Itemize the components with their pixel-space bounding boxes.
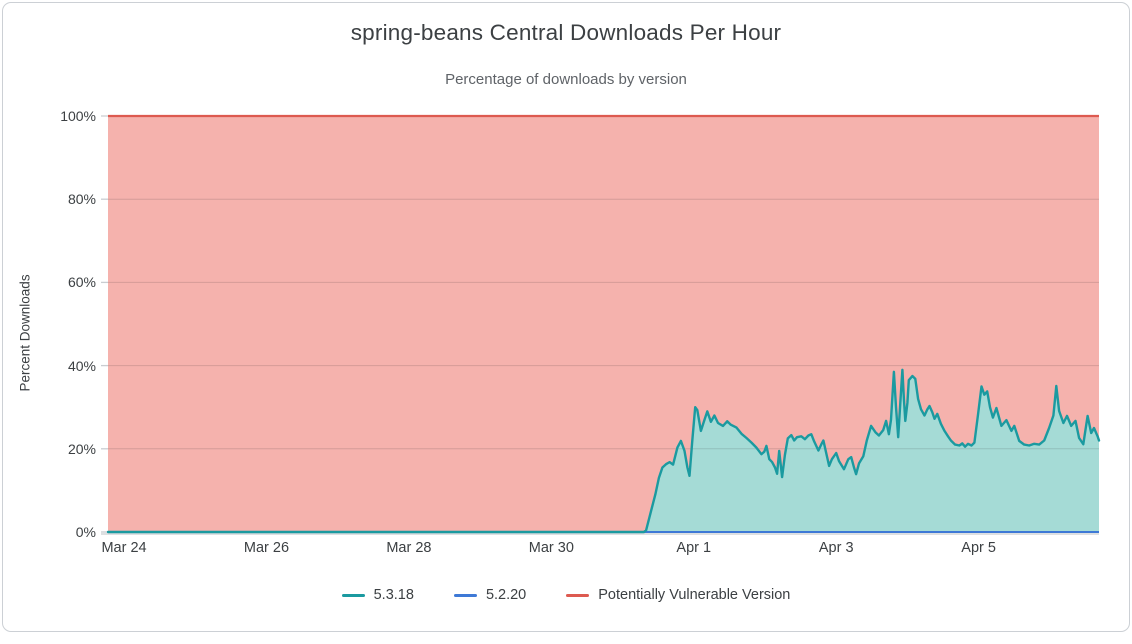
legend-label: Potentially Vulnerable Version xyxy=(598,587,791,603)
legend-item-5-3-18[interactable]: 5.3.18 xyxy=(341,587,414,603)
legend-label: 5.2.20 xyxy=(485,587,527,603)
y-tick-label: 20% xyxy=(67,440,96,457)
plot-area[interactable] xyxy=(100,108,1101,538)
y-tick-label: 40% xyxy=(67,357,96,374)
y-tick-label: 100% xyxy=(60,108,96,124)
legend-label: 5.3.18 xyxy=(373,587,414,603)
x-tick-label: Apr 3 xyxy=(818,540,854,556)
y-tick-label: 60% xyxy=(67,274,96,291)
legend: 5.3.18 5.2.20 Potentially Vulnerable Versi… xyxy=(3,587,1129,603)
x-tick-label: Apr 1 xyxy=(676,540,712,556)
chart-card: spring-beans Central Downloads Per Hour … xyxy=(2,2,1130,632)
chart-title: spring-beans Central Downloads Per Hour xyxy=(350,20,782,45)
x-tick-label: Mar 28 xyxy=(386,540,432,556)
series-5318-line xyxy=(106,368,1101,534)
series-5318-fill xyxy=(108,369,1099,532)
y-axis-title: Percent Downloads xyxy=(17,274,33,392)
x-tick-label: Mar 30 xyxy=(528,540,574,556)
y-tick-label: 80% xyxy=(67,191,96,208)
chart-subtitle: Percentage of downloads by version xyxy=(445,71,687,88)
x-tick-label: Mar 24 xyxy=(101,540,147,556)
legend-swatch-icon xyxy=(341,593,365,597)
x-tick-label: Mar 26 xyxy=(243,540,290,556)
legend-item-5-2-20[interactable]: 5.2.20 xyxy=(453,587,527,603)
x-tick-label: Apr 5 xyxy=(961,540,996,556)
legend-swatch-icon xyxy=(566,593,590,597)
legend-item-potentially-vulnerable-version[interactable]: Potentially Vulnerable Version xyxy=(566,587,790,603)
legend-swatch-icon xyxy=(453,593,477,597)
y-tick-label: 0% xyxy=(75,524,96,540)
